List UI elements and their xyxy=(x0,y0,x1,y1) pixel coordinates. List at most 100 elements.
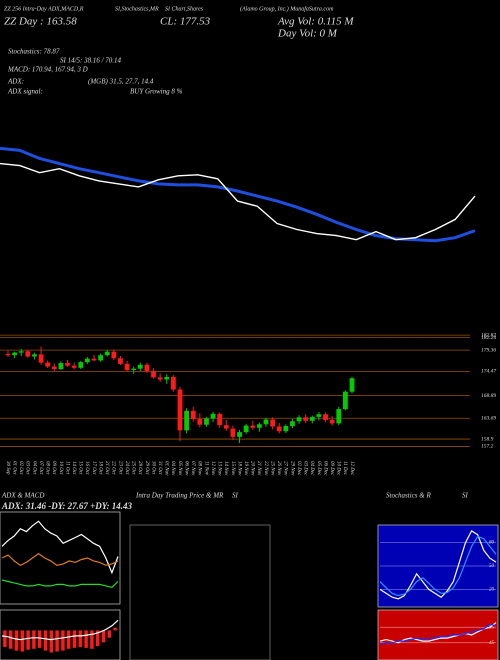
panel-subtitle: SI xyxy=(462,492,469,500)
x-tick-label: 08 Nov xyxy=(197,461,202,476)
x-tick-label: 26 Nov xyxy=(276,461,281,476)
bar xyxy=(84,630,88,648)
x-tick-label: 30 Oct xyxy=(150,461,155,475)
x-tick-label: 10 Dec xyxy=(336,461,341,476)
candle-body xyxy=(38,354,44,363)
bar xyxy=(78,630,83,647)
series-line xyxy=(1,579,119,588)
candle-body xyxy=(276,426,282,432)
candle-body xyxy=(303,417,309,421)
y-tick-label: 20 xyxy=(489,588,495,593)
candle-body xyxy=(316,414,322,417)
candle-body xyxy=(250,425,256,428)
x-tick-label: 21 Nov xyxy=(256,461,261,476)
bar xyxy=(90,630,94,649)
series-line xyxy=(379,623,497,645)
candle-body xyxy=(124,363,130,370)
candle-body xyxy=(256,424,262,428)
panel-subtitle: ADX: 31.46 -DY: 27.67 +DY: 14.43 xyxy=(1,501,132,511)
series-line xyxy=(1,552,119,566)
y-tick-label: 182.82 xyxy=(481,332,496,338)
x-tick-label: 02 Dec xyxy=(296,461,301,476)
x-tick-label: 23 Oct xyxy=(117,461,122,475)
candle-body xyxy=(190,410,196,420)
bar xyxy=(61,630,65,651)
x-tick-label: 29 Oct xyxy=(144,461,149,475)
candle-body xyxy=(5,353,11,356)
candle-body xyxy=(32,354,37,357)
x-tick-label: 20 Nov xyxy=(250,461,255,476)
x-tick-label: 04 Oct xyxy=(31,461,36,475)
panel-title: Stochastics & R xyxy=(386,492,431,500)
panel xyxy=(129,524,271,660)
candle-body xyxy=(131,368,137,370)
y-tick-label: 163.69 xyxy=(481,416,496,422)
candle-body xyxy=(91,358,97,361)
candle-body xyxy=(243,425,249,433)
annotation: (Alamo Group, Inc.) MunafaSutra.com xyxy=(240,5,334,12)
annotation: ADX: xyxy=(7,78,24,86)
series-line xyxy=(1,619,119,641)
x-tick-label: 18 Nov xyxy=(236,461,241,476)
annotation: ADX signal: xyxy=(7,88,43,96)
bar xyxy=(49,630,54,653)
bar xyxy=(95,630,100,647)
annotation: CL: 177.53 xyxy=(160,16,211,28)
x-tick-label: 30 Sep xyxy=(5,461,10,475)
x-tick-label: 04 Dec xyxy=(309,461,314,476)
x-tick-label: 06 Nov xyxy=(183,461,188,476)
annotation: SI 14/5: 38.16 / 70.14 xyxy=(60,57,122,65)
annotation: MACD: 170.94, 167.94, 3 D xyxy=(7,66,88,74)
candle-body xyxy=(323,414,328,420)
bar xyxy=(3,630,7,647)
candle-body xyxy=(104,351,110,356)
x-tick-label: 18 Oct xyxy=(97,461,102,475)
candle-body xyxy=(157,377,163,380)
bar xyxy=(55,630,59,652)
bar xyxy=(8,630,13,649)
x-tick-label: 16 Oct xyxy=(84,461,89,475)
bar xyxy=(101,630,106,643)
candle-body xyxy=(58,363,64,370)
candle-body xyxy=(204,418,209,425)
bar xyxy=(66,630,71,649)
series-line xyxy=(0,162,476,241)
x-tick-label: 07 Nov xyxy=(190,461,195,476)
x-tick-label: 25 Nov xyxy=(269,461,274,476)
candle-body xyxy=(263,419,269,425)
candle-body xyxy=(65,363,70,366)
candle-body xyxy=(118,358,123,364)
candle-body xyxy=(290,421,295,427)
x-tick-label: 03 Oct xyxy=(25,461,30,475)
bar xyxy=(72,630,77,648)
candle-body xyxy=(329,419,335,424)
candle-body xyxy=(223,425,229,429)
x-tick-label: 11 Nov xyxy=(203,461,208,476)
x-tick-label: 01 Oct xyxy=(11,461,16,475)
x-tick-label: 22 Nov xyxy=(263,461,268,476)
annotation: Stochastics: 78.87 xyxy=(8,48,60,56)
candle-body xyxy=(237,432,242,437)
annotation: SI Chart,Shares xyxy=(165,6,204,12)
x-tick-label: 05 Dec xyxy=(316,461,321,476)
x-tick-label: 09 Oct xyxy=(51,461,56,475)
series-line xyxy=(379,535,497,597)
y-tick-label: 182.24 xyxy=(481,334,496,341)
candle-body xyxy=(45,362,51,367)
x-tick-label: 02 Oct xyxy=(18,461,23,475)
candle-body xyxy=(177,389,183,431)
bar xyxy=(26,630,30,650)
candle-body xyxy=(270,419,276,427)
bar xyxy=(113,627,117,631)
candle-body xyxy=(137,364,143,369)
series-line xyxy=(1,520,119,575)
bar xyxy=(14,630,19,651)
y-tick-label: 45 xyxy=(489,641,495,646)
x-tick-label: 17 Oct xyxy=(91,461,96,475)
candle-body xyxy=(349,378,355,392)
x-tick-label: 09 Dec xyxy=(329,461,334,476)
x-tick-label: 12 Dec xyxy=(349,461,354,476)
x-tick-label: 15 Oct xyxy=(78,461,83,475)
x-tick-label: 04 Nov xyxy=(170,461,175,476)
annotation: Avg Vol: 0.115 M xyxy=(277,16,354,28)
